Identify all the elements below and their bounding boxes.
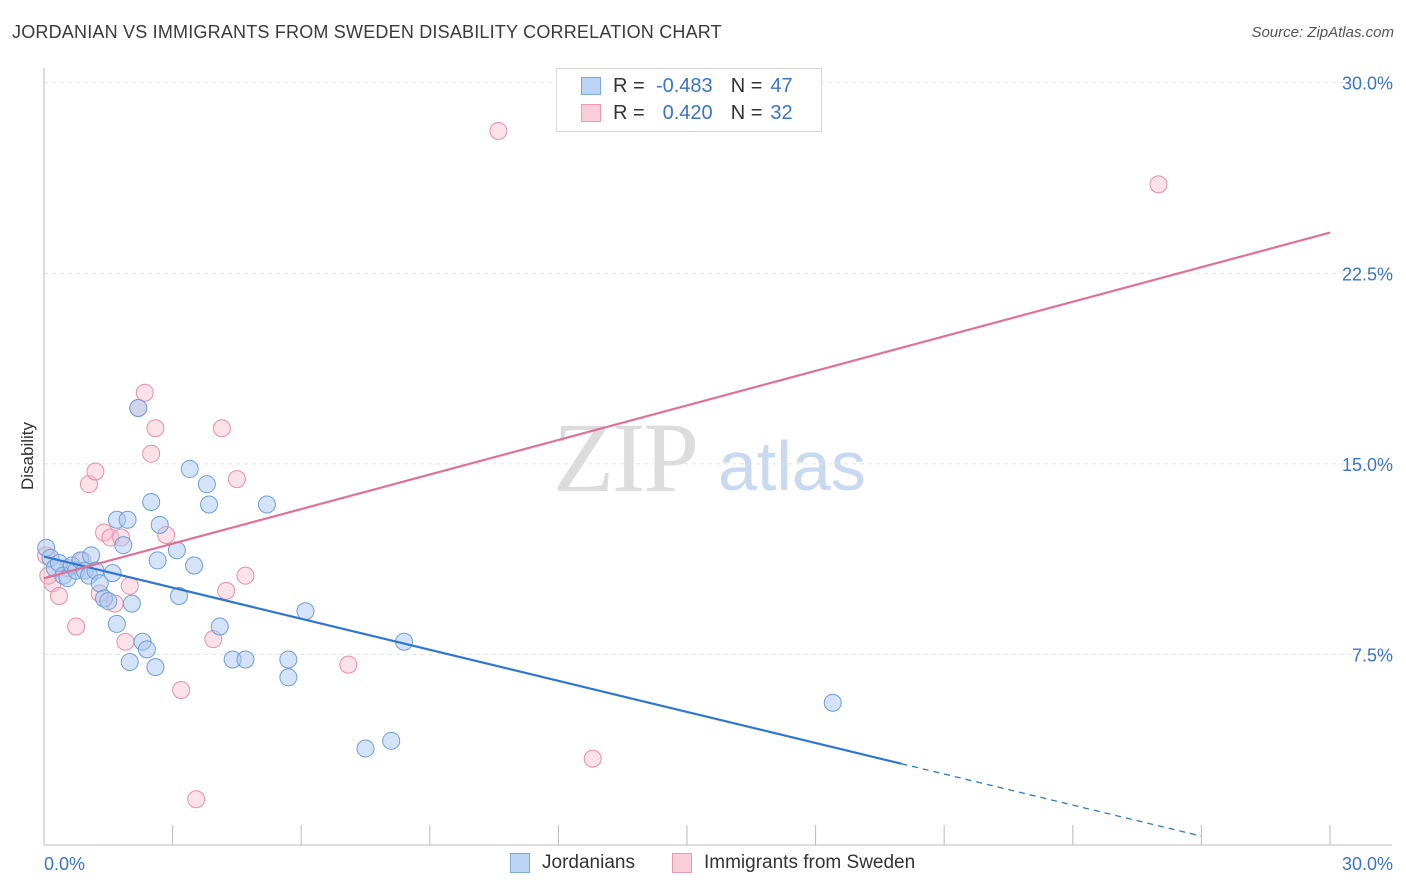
data-point-jordanians — [823, 693, 842, 712]
data-point-jordanians — [82, 546, 101, 565]
data-point-sweden — [187, 790, 206, 809]
legend-swatch-jordanians — [581, 77, 601, 95]
data-point-sweden — [227, 470, 246, 489]
data-point-jordanians — [185, 556, 204, 575]
data-point-jordanians — [170, 586, 189, 605]
y-tick-label: 7.5% — [1352, 645, 1393, 665]
data-point-jordanians — [114, 536, 133, 555]
data-point-jordanians — [148, 551, 167, 570]
data-point-jordanians — [296, 602, 315, 621]
legend-swatch-sweden — [581, 104, 601, 122]
data-point-jordanians — [200, 495, 219, 514]
data-point-sweden — [86, 462, 105, 481]
data-point-jordanians — [180, 459, 199, 478]
data-point-jordanians — [279, 668, 298, 687]
legend-label-sweden: Immigrants from Sweden — [704, 852, 916, 873]
data-point-sweden — [217, 581, 236, 600]
series-legend: Jordanians Immigrants from Sweden — [0, 852, 1406, 876]
correlation-legend: R = -0.483 N = 47 R = 0.420 N = 32 — [556, 68, 822, 132]
legend-n-value-jordanians: 47 — [770, 74, 793, 97]
legend-n-label: N = — [730, 101, 763, 124]
data-point-jordanians — [150, 515, 169, 534]
data-point-jordanians — [146, 658, 165, 677]
legend-r-value-sweden: 0.420 — [662, 101, 713, 124]
legend-swatch-sweden — [672, 853, 692, 873]
data-point-sweden — [339, 655, 358, 674]
data-point-sweden — [212, 419, 231, 438]
data-point-sweden — [50, 586, 69, 605]
legend-item-jordanians[interactable]: Jordanians — [510, 852, 635, 874]
data-point-sweden — [236, 566, 255, 585]
data-point-sweden — [116, 632, 135, 651]
watermark-zip: ZIP — [553, 402, 699, 513]
data-point-jordanians — [382, 731, 401, 750]
chart-title: JORDANIAN VS IMMIGRANTS FROM SWEDEN DISA… — [12, 22, 722, 42]
axes — [43, 68, 1392, 846]
trend-lines — [43, 231, 1331, 837]
x-tick-label: 30.0% — [1342, 854, 1393, 874]
data-point-jordanians — [257, 495, 276, 514]
trendline-jordanians-extension — [901, 763, 1202, 837]
trendline-jordanians — [43, 555, 902, 765]
data-point-jordanians — [236, 650, 255, 669]
data-point-jordanians — [210, 617, 229, 636]
tick-labels: 7.5% 15.0% 22.5% 30.0% 0.0% 30.0% — [44, 74, 1393, 874]
trendline-sweden — [43, 231, 1331, 580]
data-point-jordanians — [118, 510, 137, 529]
legend-row-sweden: R = 0.420 N = 32 — [581, 102, 793, 124]
legend-r-value-jordanians: -0.483 — [655, 74, 713, 97]
y-tick-label: 15.0% — [1342, 455, 1393, 475]
data-point-sweden — [135, 383, 154, 402]
legend-swatch-jordanians — [510, 853, 530, 873]
data-point-jordanians — [122, 594, 141, 613]
legend-label-jordanians: Jordanians — [542, 852, 635, 873]
source-credit: Source: ZipAtlas.com — [1251, 24, 1394, 41]
data-point-sweden — [583, 749, 602, 768]
data-point-sweden — [142, 444, 161, 463]
legend-r-label: R = — [613, 101, 645, 124]
y-tick-label: 30.0% — [1342, 74, 1393, 94]
data-point-jordanians — [142, 492, 161, 511]
legend-n-label: N = — [730, 74, 763, 97]
data-point-sweden — [489, 121, 508, 140]
y-tick-label: 22.5% — [1342, 264, 1393, 284]
x-tick-label: 0.0% — [44, 854, 85, 874]
legend-n-value-sweden: 32 — [770, 101, 793, 124]
data-point-jordanians — [120, 653, 139, 672]
data-point-jordanians — [107, 614, 126, 633]
data-point-jordanians — [356, 739, 375, 758]
data-point-sweden — [146, 419, 165, 438]
legend-item-sweden[interactable]: Immigrants from Sweden — [672, 852, 915, 874]
data-point-sweden — [172, 681, 191, 699]
data-point-sweden — [1149, 175, 1168, 194]
data-point-jordanians — [99, 592, 118, 611]
data-point-jordanians — [197, 475, 216, 494]
watermark-atlas: atlas — [718, 427, 866, 505]
series-sweden-points — [37, 121, 1168, 809]
data-point-jordanians — [279, 650, 298, 669]
data-point-sweden — [67, 617, 86, 636]
data-point-jordanians — [129, 398, 148, 417]
legend-r-label: R = — [613, 74, 645, 97]
legend-row-jordanians: R = -0.483 N = 47 — [581, 75, 793, 97]
data-point-jordanians — [137, 640, 156, 659]
